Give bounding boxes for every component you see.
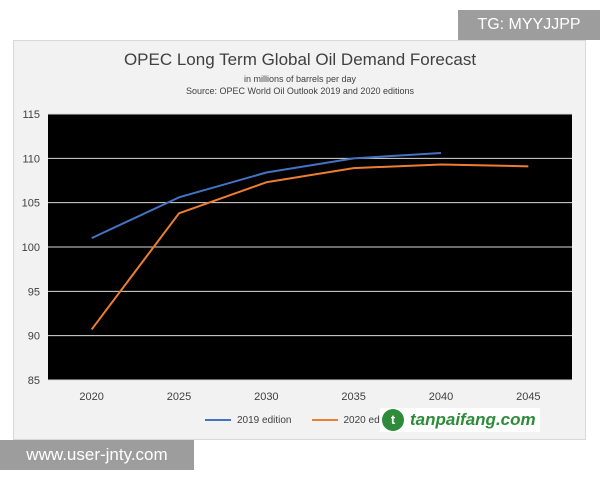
legend-item-2020: 2020 edition — [311, 414, 399, 426]
x-tick-label-2020: 2020 — [79, 391, 103, 403]
leaf-logo-icon: t — [382, 409, 404, 431]
x-tick-label-2045: 2045 — [516, 391, 540, 403]
x-tick-label-2030: 2030 — [254, 391, 278, 403]
y-tick-label-85: 85 — [28, 375, 40, 387]
legend-item-2019: 2019 edition — [205, 415, 292, 426]
watermark-bottom: www.user-jnty.com — [0, 440, 194, 470]
y-tick-label-95: 95 — [28, 286, 40, 298]
x-tick-label-2040: 2040 — [429, 391, 453, 403]
watermark-top: TG: MYYJJPP — [458, 10, 600, 40]
x-tick-label-2035: 2035 — [341, 391, 365, 403]
brand-text: tanpaifang.com — [410, 410, 536, 429]
chart-legend: 2019 edition 2020 edition — [205, 412, 418, 428]
y-tick-label-90: 90 — [28, 331, 40, 343]
y-tick-label-100: 100 — [22, 242, 40, 254]
x-tick-label-2025: 2025 — [167, 391, 191, 403]
y-tick-label-105: 105 — [22, 198, 40, 210]
y-tick-label-115: 115 — [22, 109, 40, 121]
legend-swatch-2020 — [311, 419, 338, 421]
chart-source: Source: OPEC World Oil Outlook 2019 and … — [186, 86, 414, 96]
y-tick-label-110: 110 — [22, 153, 40, 165]
legend-label-2019: 2019 edition — [237, 414, 292, 426]
brand-watermark: t tanpaifang.com — [380, 408, 540, 432]
legend-label-2020: 2020 edition — [343, 414, 399, 426]
series-line-2020-edition — [90, 163, 529, 331]
legend-swatch-2019 — [205, 419, 231, 421]
chart-title: OPEC Long Term Global Oil Demand Forecas… — [123, 50, 477, 69]
chart-subtitle: in millions of barrels per day — [243, 74, 357, 84]
